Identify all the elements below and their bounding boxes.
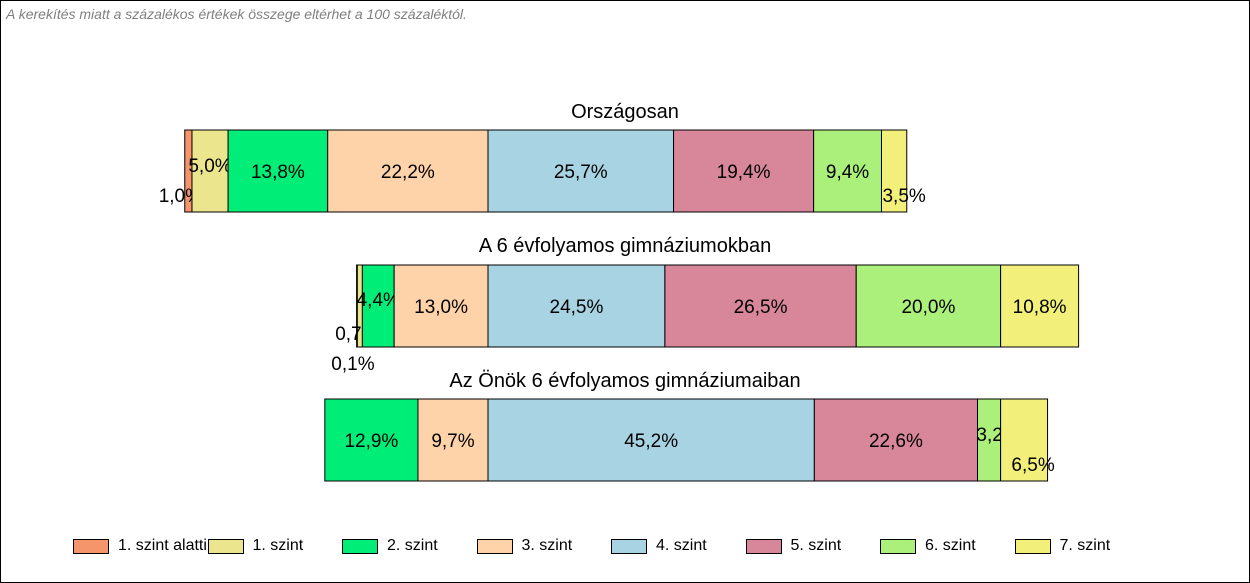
legend-swatch xyxy=(342,538,378,554)
legend-swatch xyxy=(207,538,244,554)
data-label: 19,4% xyxy=(717,162,771,183)
legend-item: 7. szint xyxy=(1014,531,1111,561)
bar-segment xyxy=(487,129,675,213)
legend-swatch xyxy=(73,538,109,554)
legend-item: 1. szint xyxy=(207,531,304,561)
rounding-note: A kerekítés miatt a százalékos értékek ö… xyxy=(6,6,467,22)
bar-segment xyxy=(855,264,1002,348)
data-label: 20,0% xyxy=(901,297,955,318)
data-label: 1,0% xyxy=(159,186,202,207)
data-label: 45,2% xyxy=(624,431,678,452)
bar-segment xyxy=(227,129,329,213)
bar-segment xyxy=(327,129,489,213)
legend-item: 4. szint xyxy=(611,531,707,561)
legend-label: 1. szint alatti xyxy=(118,537,207,554)
legend-swatch xyxy=(476,538,513,554)
legend-swatch xyxy=(1014,538,1051,554)
bar-segment xyxy=(880,129,908,213)
legend-item: 1. szint alatti xyxy=(73,531,207,561)
bar-segment xyxy=(1000,398,1049,482)
data-label: 22,6% xyxy=(869,431,923,452)
legend-label: 6. szint xyxy=(925,537,976,554)
data-label: 4,4% xyxy=(357,290,400,311)
legend-label: 3. szint xyxy=(521,537,573,554)
data-label: 12,9% xyxy=(344,431,398,452)
legend-item: 2. szint xyxy=(342,531,438,561)
bar-segment xyxy=(324,398,419,482)
legend-item: 5. szint xyxy=(745,531,842,561)
data-label: 3,5% xyxy=(882,186,925,207)
legend-item: 6. szint xyxy=(880,531,976,561)
data-label: 0,1% xyxy=(331,354,374,375)
bar-segment xyxy=(664,264,857,348)
legend-label: 5. szint xyxy=(790,537,842,554)
bar-segment xyxy=(673,129,815,213)
stacked-bar-chart: Országosan 1,0% 5,0% 13,8% 22,2% 25,7% 19,4% 9,… xyxy=(159,101,1080,482)
legend-label: 1. szint xyxy=(252,537,304,554)
group-title: Országosan xyxy=(571,101,679,123)
legend-item: 3. szint xyxy=(476,531,573,561)
group-title: Az Önök 6 évfolyamos gimnáziumaiban xyxy=(449,370,800,392)
bar-segment xyxy=(487,264,666,348)
data-label: 26,5% xyxy=(734,297,788,318)
group-title: A 6 évfolyamos gimnáziumokban xyxy=(479,235,771,257)
data-label: 25,7% xyxy=(554,162,608,183)
legend-label: 7. szint xyxy=(1059,537,1111,554)
legend-swatch xyxy=(880,538,916,554)
legend-swatch xyxy=(745,538,782,554)
data-label: 6,5% xyxy=(1011,455,1054,476)
bar-segment xyxy=(813,398,979,482)
data-label: 10,8% xyxy=(1013,297,1067,318)
bar-segment xyxy=(1000,264,1080,348)
legend-label: 2. szint xyxy=(387,537,438,554)
data-label: 5,0% xyxy=(188,156,231,177)
data-label: 13,0% xyxy=(414,297,468,318)
data-label: 13,8% xyxy=(251,162,305,183)
bar-segment xyxy=(813,129,882,213)
legend: 1. szint alatti 1. szint 2. szint 3. szint 4… xyxy=(1,531,1249,561)
legend-swatch xyxy=(611,538,647,554)
data-label: 24,5% xyxy=(550,297,604,318)
bar-segment xyxy=(393,264,489,348)
bar-segment xyxy=(487,398,815,482)
data-label: 22,2% xyxy=(381,162,435,183)
data-label: 9,4% xyxy=(826,162,869,183)
data-label: 9,7% xyxy=(431,431,474,452)
bar-segment xyxy=(191,129,229,213)
bar-segment xyxy=(417,398,489,482)
legend-label: 4. szint xyxy=(656,537,707,554)
bar-segment xyxy=(361,264,395,348)
